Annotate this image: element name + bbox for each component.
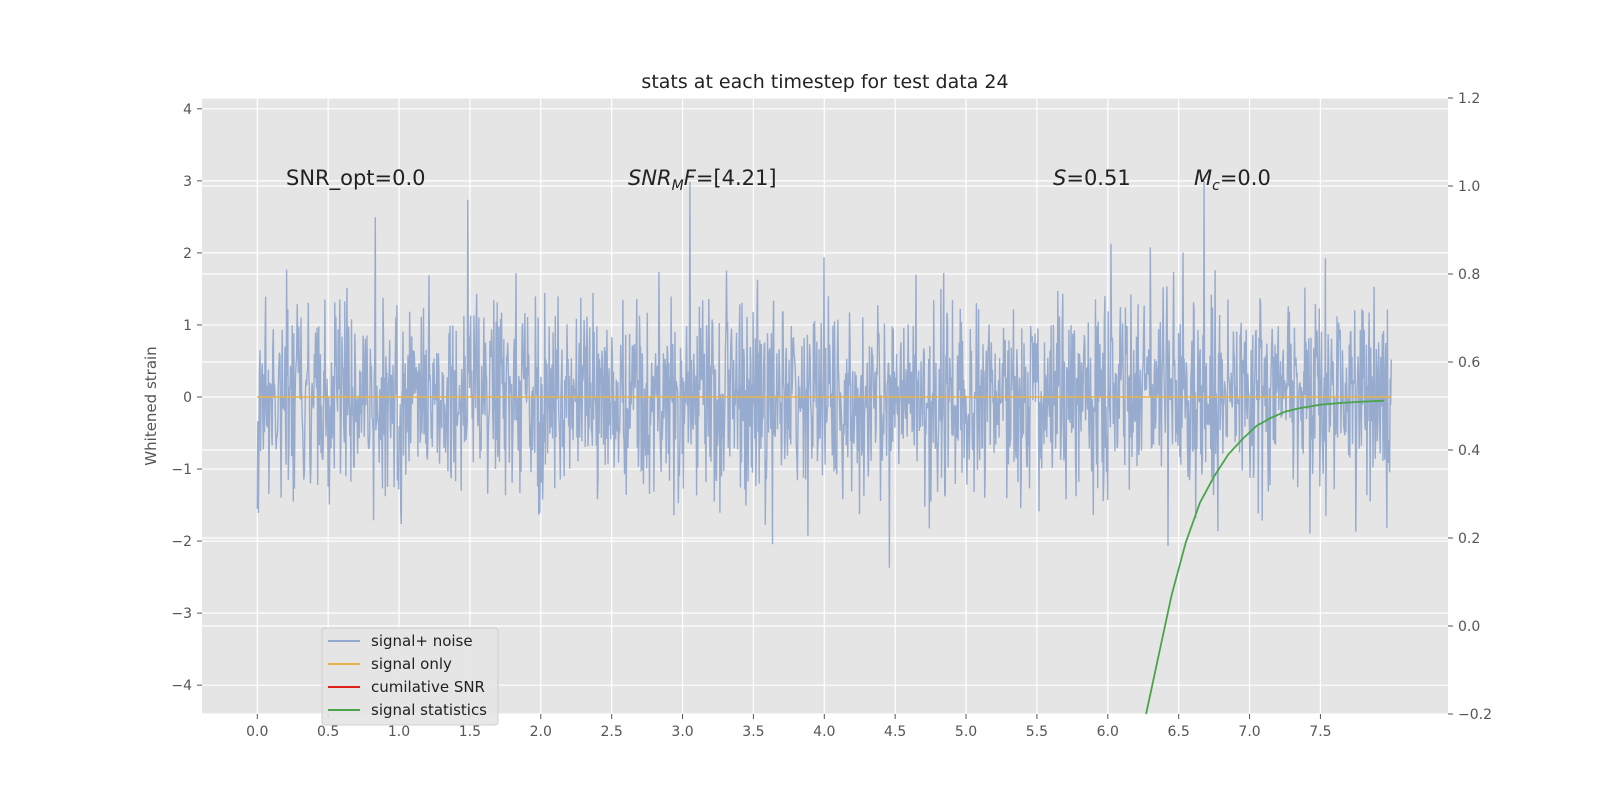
x-tick-label: 0.0 bbox=[246, 724, 268, 740]
annotation-snr-opt: SNR_opt=0.0 bbox=[286, 166, 426, 191]
y-tick-label: 1 bbox=[183, 318, 192, 334]
y2-tick-label: 0.0 bbox=[1458, 619, 1480, 635]
tick-layer: 0.0 0.5 1.0 1.5 2.0 2.5 3.0 3.5 4.0 4.5 5.0 5.5 6.0 6… bbox=[171, 91, 1492, 740]
y-tick-label: 3 bbox=[183, 174, 192, 190]
y2-tick-label: −0.2 bbox=[1458, 707, 1492, 723]
y-tick-label: −1 bbox=[171, 462, 192, 478]
annotation-snr-mf: SNRMF=[4.21] bbox=[628, 166, 777, 194]
y2-tick-label: 0.8 bbox=[1458, 267, 1480, 283]
data-layer bbox=[256, 181, 1392, 715]
y-tick-label: 2 bbox=[183, 246, 192, 262]
x-tick-label: 5.5 bbox=[1026, 724, 1048, 740]
y2-tick-label: 0.6 bbox=[1458, 355, 1480, 371]
series-signal-plus-noise-line bbox=[256, 181, 1392, 568]
x-tick-label: 4.5 bbox=[884, 724, 906, 740]
x-tick-label: 7.5 bbox=[1309, 724, 1331, 740]
x-tick-label: 6.0 bbox=[1097, 724, 1119, 740]
x-tick-label: 1.0 bbox=[388, 724, 410, 740]
y2-tick-label: 1.2 bbox=[1458, 91, 1480, 107]
x-tick-label: 0.5 bbox=[317, 724, 339, 740]
x-tick-label: 2.0 bbox=[530, 724, 552, 740]
y-tick-label: 0 bbox=[183, 390, 192, 406]
y-tick-label: −2 bbox=[171, 534, 192, 550]
y2-tick-label: 0.4 bbox=[1458, 443, 1480, 459]
x-tick-label: 7.0 bbox=[1238, 724, 1260, 740]
x-tick-label: 4.0 bbox=[813, 724, 835, 740]
x-tick-label: 5.0 bbox=[955, 724, 977, 740]
x-tick-label: 6.5 bbox=[1168, 724, 1190, 740]
x-tick-label: 1.5 bbox=[459, 724, 481, 740]
legend-box bbox=[321, 627, 499, 726]
annotation-mc: Mc=0.0 bbox=[1194, 166, 1271, 194]
y-tick-label: −3 bbox=[171, 606, 192, 622]
x-tick-label: 2.5 bbox=[601, 724, 623, 740]
y2-tick-label: 1.0 bbox=[1458, 179, 1480, 195]
chart-title: stats at each timestep for test data 24 bbox=[641, 71, 1008, 93]
annotation-s: S=0.51 bbox=[1053, 166, 1131, 190]
y-axis-label: Whitened strain bbox=[142, 346, 160, 465]
legend-label-stats: signal statistics bbox=[371, 701, 487, 719]
x-tick-label: 3.0 bbox=[671, 724, 693, 740]
legend: signal+ noise signal only cumilative SNR… bbox=[321, 627, 499, 726]
legend-label-noise: signal+ noise bbox=[371, 632, 473, 650]
legend-label-signal: signal only bbox=[371, 655, 452, 673]
y-tick-label: −4 bbox=[171, 678, 192, 694]
series-signal-statistics-line bbox=[1145, 399, 1385, 715]
y-tick-label: 4 bbox=[183, 102, 192, 118]
x-tick-label: 3.5 bbox=[742, 724, 764, 740]
y2-tick-label: 0.2 bbox=[1458, 531, 1480, 547]
legend-label-snr: cumilative SNR bbox=[371, 678, 485, 696]
